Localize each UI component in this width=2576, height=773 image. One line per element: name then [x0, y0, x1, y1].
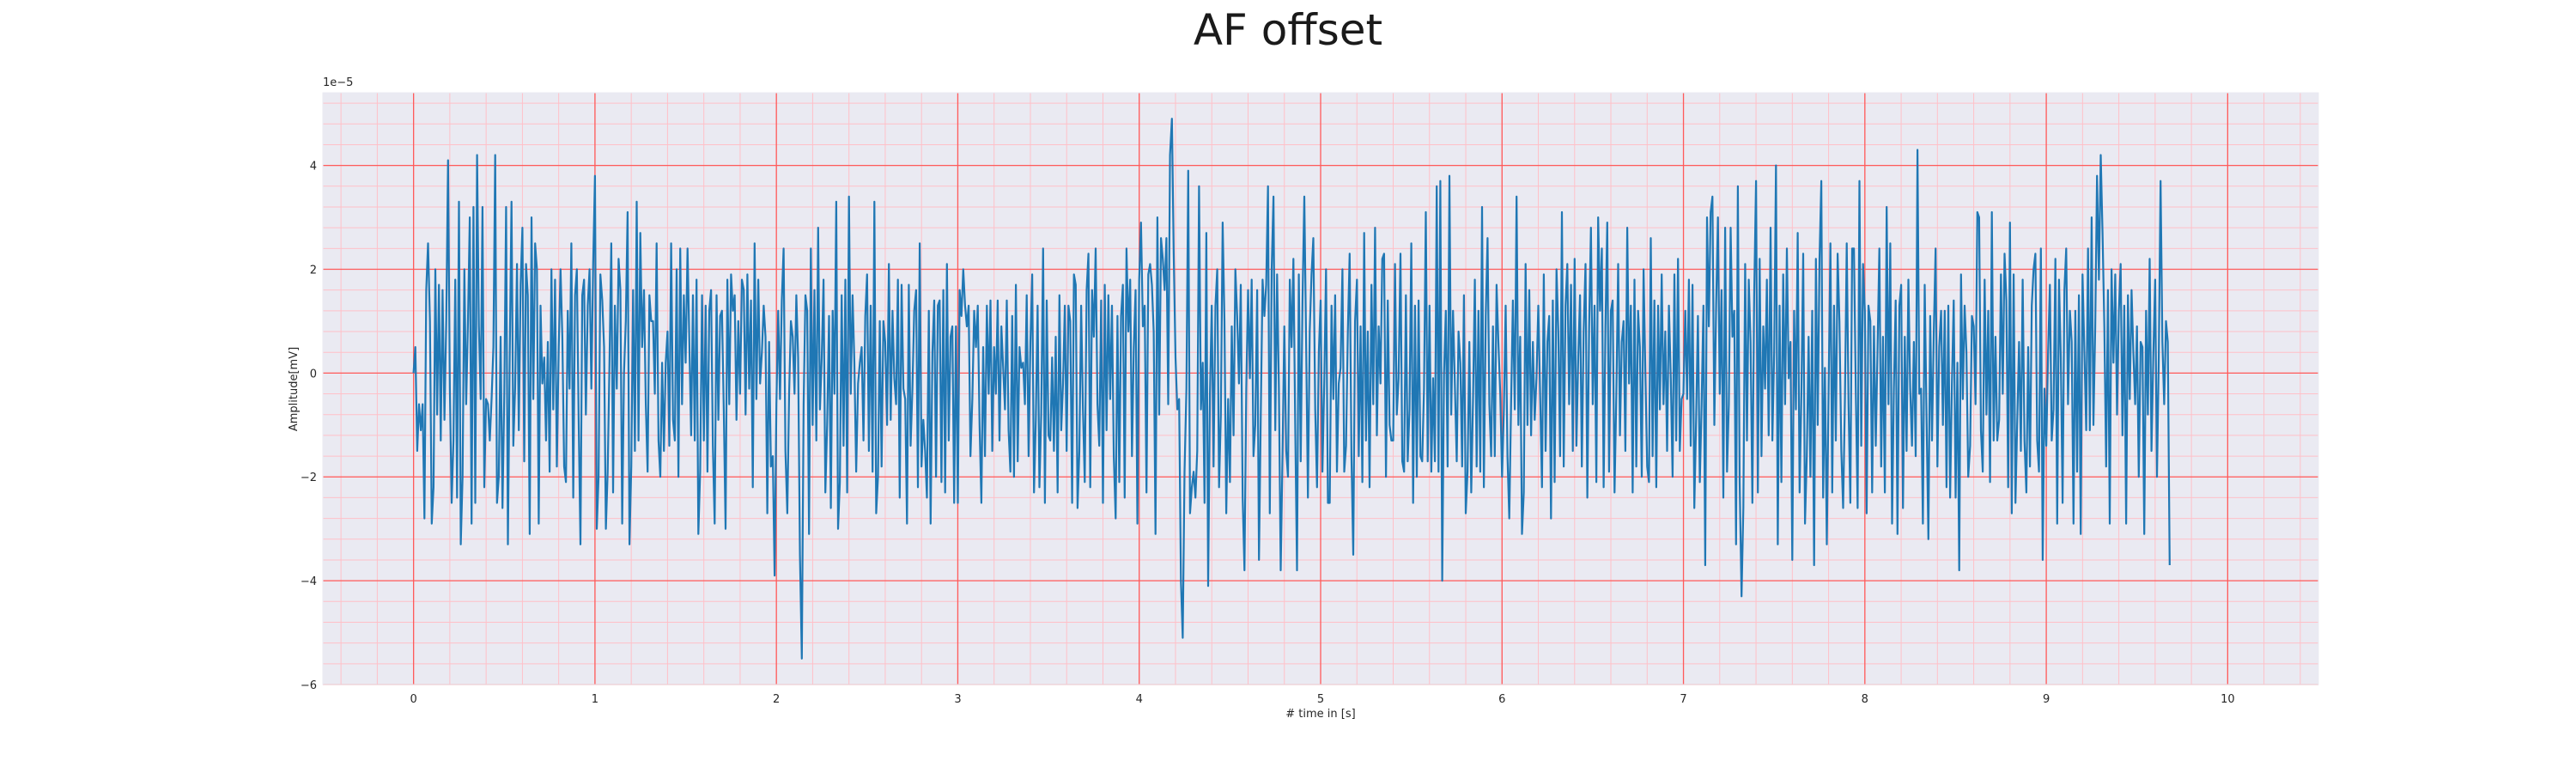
- x-tick-label: 1: [592, 693, 598, 706]
- y-axis-label: Amplitude[mV]: [288, 347, 301, 431]
- plot-border: [322, 92, 2319, 685]
- y-tick-label: 2: [310, 264, 317, 277]
- x-tick-label: 5: [1317, 693, 1324, 706]
- y-tick-label: −2: [301, 472, 317, 484]
- x-tick-label: 6: [1498, 693, 1505, 706]
- x-axis-label: # time in [s]: [1285, 708, 1355, 721]
- x-tick-label: 9: [2043, 693, 2050, 706]
- x-tick-label: 8: [1862, 693, 1868, 706]
- y-tick-label: 0: [310, 368, 317, 380]
- y-tick-labels: −6 −4 −2 0 2 4: [301, 161, 317, 692]
- x-tick-label: 4: [1136, 693, 1143, 706]
- x-tick-label: 0: [410, 693, 416, 706]
- y-tick-label: −4: [301, 575, 317, 588]
- y-tick-label: 4: [310, 161, 317, 173]
- x-tick-label: 3: [954, 693, 961, 706]
- y-offset-label: 1e−5: [323, 76, 353, 89]
- x-tick-label: 2: [773, 693, 780, 706]
- y-tick-label: −6: [301, 679, 317, 692]
- series-line: [412, 118, 2171, 660]
- chart-title: AF offset: [1193, 5, 1383, 55]
- x-tick-label: 10: [2221, 693, 2235, 706]
- x-tick-label: 7: [1680, 693, 1686, 706]
- x-tick-labels: 0 1 2 3 4 5 6 7 8 9 10: [410, 693, 2234, 706]
